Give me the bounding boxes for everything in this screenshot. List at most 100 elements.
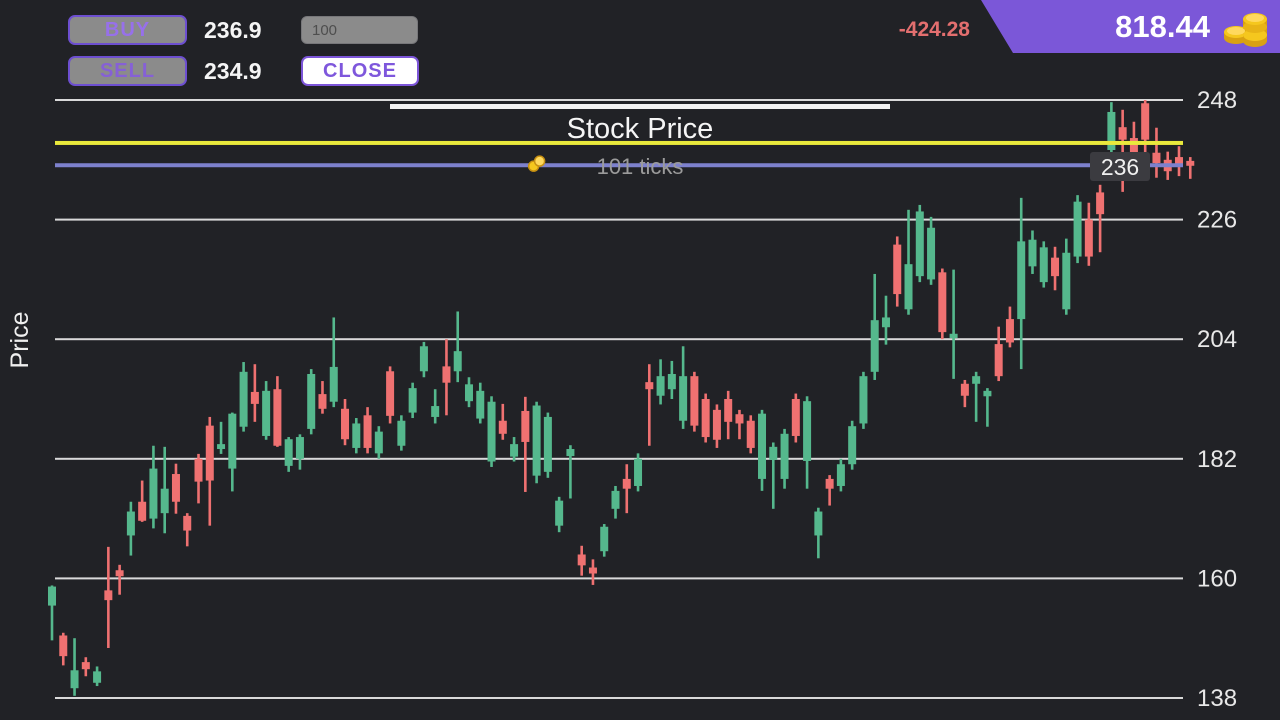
candle-body	[622, 478, 631, 489]
candle-wick	[648, 364, 651, 446]
candle-body	[1141, 103, 1150, 140]
candle-body	[848, 426, 857, 465]
buy-button[interactable]: BUY	[68, 15, 187, 45]
y-tick-label: 160	[1197, 565, 1237, 592]
candle-body	[960, 383, 969, 396]
candle-body	[769, 446, 778, 460]
y-tick-label: 182	[1197, 446, 1237, 473]
candle-wick	[1143, 100, 1147, 180]
candle-body	[1107, 111, 1116, 151]
candle-body	[104, 590, 113, 601]
candle-body	[498, 420, 507, 434]
candle-body	[1017, 241, 1026, 320]
candle-body	[724, 399, 733, 422]
chart-title: Stock Price	[567, 113, 714, 145]
y-tick-label: 138	[1197, 685, 1237, 712]
candle-body	[972, 376, 981, 384]
title-underline-bar	[390, 104, 890, 109]
candle-wick	[332, 317, 336, 408]
gridline	[55, 99, 1183, 101]
candle-body	[239, 371, 248, 427]
candle-body	[746, 420, 755, 448]
candle-body	[1062, 252, 1071, 310]
current-price-tag	[1090, 152, 1150, 181]
candle-body	[453, 351, 462, 372]
candle-wick	[907, 209, 910, 315]
candle-body	[205, 425, 214, 481]
candle-wick	[1188, 157, 1192, 179]
candle-wick	[569, 445, 572, 499]
candle-body	[115, 570, 124, 577]
candle-body	[1005, 319, 1014, 343]
candle-wick	[524, 396, 527, 492]
candle-body	[1175, 157, 1183, 165]
candle-body	[859, 376, 868, 424]
candle-body	[1028, 239, 1037, 267]
candle-body	[431, 406, 440, 417]
candle-body	[870, 320, 879, 372]
candle-body	[927, 227, 936, 280]
candle-body	[566, 449, 575, 457]
y-axis-label: Price	[6, 312, 34, 369]
candle-body	[329, 366, 338, 402]
candle-body	[712, 409, 721, 440]
candle-body	[983, 390, 992, 397]
candle-wick	[974, 371, 978, 422]
candle-body	[634, 458, 643, 486]
candle-body	[543, 416, 552, 472]
candle-body	[273, 389, 282, 446]
entry-price-line	[55, 140, 1183, 145]
candle-body	[825, 478, 834, 489]
sell-button[interactable]: SELL	[68, 56, 187, 86]
candle-body	[893, 244, 902, 295]
candle-body	[701, 399, 710, 438]
candle-body	[904, 264, 913, 310]
candle-body	[1073, 201, 1082, 257]
candle-body	[442, 366, 451, 383]
candle-body	[374, 431, 383, 454]
candle-body	[284, 439, 293, 466]
candle-body	[1118, 127, 1127, 140]
candle-wick	[986, 388, 989, 427]
candle-body	[318, 394, 327, 409]
candle-body	[171, 474, 180, 502]
candle-body	[1152, 152, 1161, 164]
candle-body	[217, 444, 226, 450]
candle-body	[949, 333, 958, 339]
candle-wick	[1098, 184, 1102, 253]
buy-price: 236.9	[204, 17, 262, 43]
current-price-tag-label: 236	[1101, 154, 1139, 180]
candle-body	[1096, 192, 1105, 215]
candle-body	[138, 501, 147, 521]
candle-body	[476, 390, 485, 419]
gridline	[55, 457, 1183, 460]
gridline	[55, 577, 1183, 580]
candle-body	[93, 671, 102, 683]
y-tick-label: 248	[1197, 87, 1237, 114]
candle-body	[250, 391, 259, 404]
candle-body	[1084, 219, 1093, 257]
candle-body	[363, 415, 372, 448]
quantity-input[interactable]	[301, 16, 418, 44]
chart-subtitle: 101 ticks	[597, 154, 684, 179]
candle-body	[510, 444, 519, 457]
candle-body	[645, 382, 654, 390]
candle-wick	[828, 475, 831, 506]
candle-body	[149, 468, 158, 519]
candle-body	[836, 464, 845, 486]
candle-body	[262, 390, 271, 436]
candle-body	[667, 373, 676, 390]
candle-wick	[219, 421, 223, 454]
gridline	[55, 338, 1183, 341]
candle-body	[791, 399, 800, 436]
candle-body	[81, 662, 90, 670]
candle-body	[915, 211, 924, 277]
candle-body	[487, 401, 496, 462]
candle-wick	[118, 564, 121, 595]
candle-body	[814, 511, 823, 536]
candle-body	[532, 405, 541, 476]
close-position-button[interactable]: CLOSE	[301, 56, 419, 86]
candle-wick	[456, 311, 460, 383]
